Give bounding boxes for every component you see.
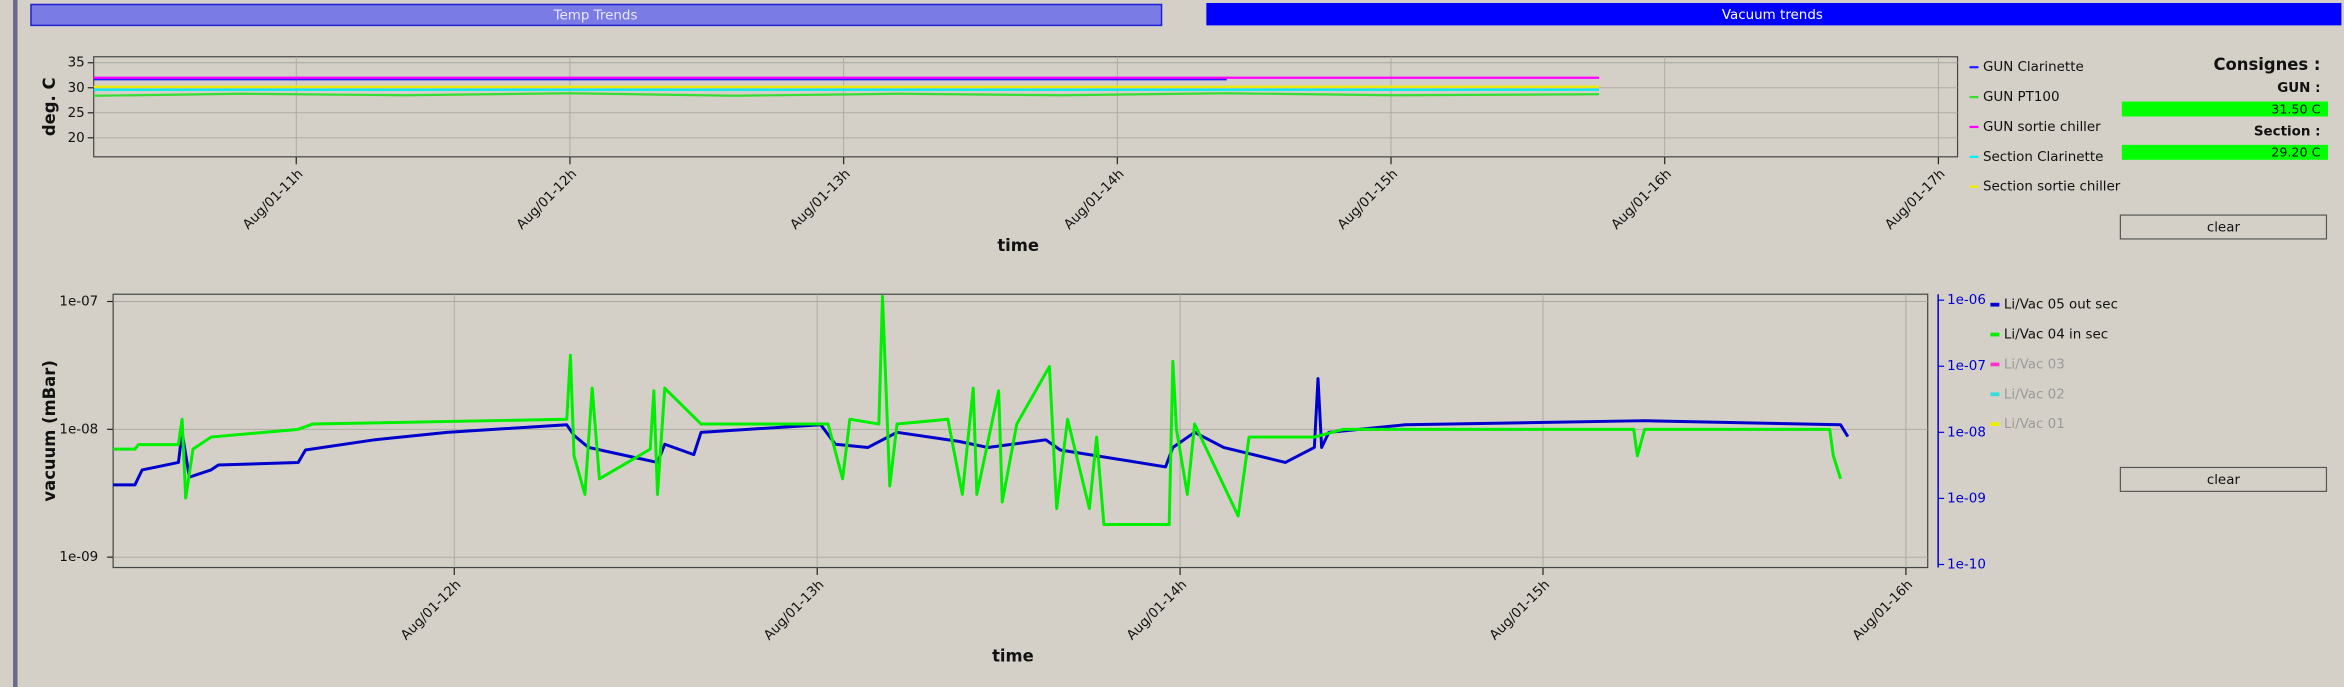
- y2-tick-label: 1e-09: [1947, 491, 1986, 506]
- button-label[interactable]: clear: [2207, 473, 2241, 488]
- series-line: [113, 294, 1843, 527]
- y-tick-label: 20: [68, 131, 85, 146]
- setpoint-label: Section :: [2254, 124, 2321, 139]
- y-tick-label: 25: [68, 106, 85, 121]
- legend-label: GUN Clarinette: [1983, 60, 2084, 75]
- legend-label: Section sortie chiller: [1983, 180, 2121, 195]
- legend-label: Li/Vac 05 out sec: [2004, 298, 2118, 313]
- y2-tick-label: 1e-07: [1947, 359, 1986, 374]
- y-tick-label: 35: [68, 56, 85, 71]
- y-tick-label: 1e-08: [59, 422, 98, 437]
- legend-label: Li/Vac 04 in sec: [2004, 328, 2108, 343]
- x-axis-label: time: [992, 647, 1034, 666]
- legend-label: GUN PT100: [1983, 90, 2060, 105]
- setpoint-label: GUN :: [2277, 81, 2320, 96]
- y-tick-label: 1e-07: [59, 294, 98, 309]
- legend-label: GUN sortie chiller: [1983, 120, 2101, 135]
- button-label[interactable]: clear: [2207, 221, 2241, 236]
- y-tick-label: 30: [68, 81, 85, 96]
- y2-tick-label: 1e-06: [1947, 293, 1986, 308]
- setpoints-title: Consignes :: [2214, 55, 2321, 74]
- series-line: [113, 377, 1850, 487]
- clear-button[interactable]: [2119, 466, 2328, 492]
- legend-label: Li/Vac 02: [2004, 387, 2065, 402]
- y-axis-label: vacuum (mBar): [40, 360, 59, 501]
- y-axis-label: deg. C: [40, 77, 59, 136]
- setpoint-bar: [2121, 144, 2328, 160]
- legend-label: Li/Vac 01: [2004, 417, 2065, 432]
- plot-area: [112, 293, 1929, 569]
- legend-label: Li/Vac 03: [2004, 357, 2065, 372]
- tab[interactable]: [1206, 2, 2342, 26]
- y2-tick-label: 1e-08: [1947, 425, 1986, 440]
- setpoint-bar: [2121, 101, 2328, 117]
- series-line: [93, 92, 1600, 97]
- tab[interactable]: [30, 3, 1163, 27]
- clear-button[interactable]: [2119, 214, 2328, 240]
- y2-tick-label: 1e-10: [1947, 557, 1986, 572]
- y-tick-label: 1e-09: [59, 550, 98, 565]
- plot-area: [93, 56, 1959, 158]
- x-axis-label: time: [997, 236, 1039, 255]
- legend-label: Section Clarinette: [1983, 150, 2103, 165]
- window-border: [13, 0, 18, 687]
- tab-label[interactable]: Temp Trends: [553, 9, 638, 24]
- setpoint-value: 31.50 C: [2271, 101, 2320, 116]
- tab-label[interactable]: Vacuum trends: [1722, 8, 1823, 23]
- setpoint-value: 29.20 C: [2271, 145, 2320, 160]
